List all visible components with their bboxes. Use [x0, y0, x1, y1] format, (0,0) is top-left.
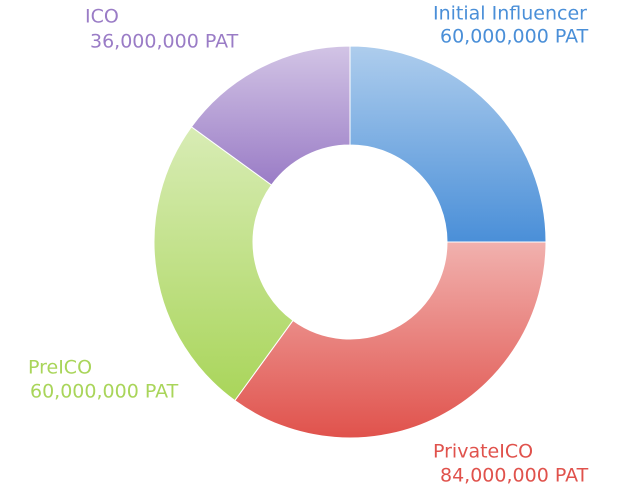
slice-label: PrivateICO [433, 441, 533, 463]
slice-value-label: 84,000,000 PAT [440, 465, 589, 487]
donut-slice [153, 126, 294, 402]
slice-label: ICO [85, 6, 119, 28]
slice-value-label: 36,000,000 PAT [90, 31, 239, 53]
donut-slice [234, 241, 547, 439]
slice-value-label: 60,000,000 PAT [440, 26, 589, 48]
slice-label: Initial Influencer [433, 3, 587, 25]
slice-label: PreICO [28, 357, 92, 379]
slice-value-label: 60,000,000 PAT [30, 381, 179, 403]
donut-slice [190, 45, 351, 186]
donut-slice [349, 45, 547, 243]
